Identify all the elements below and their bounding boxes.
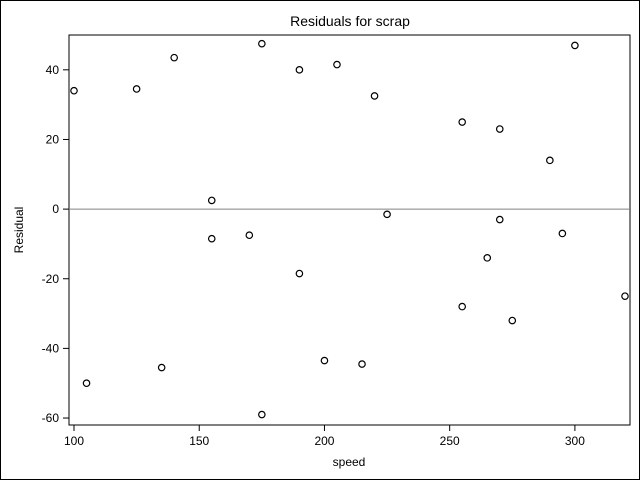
data-point bbox=[295, 66, 304, 74]
y-tick-label: 20 bbox=[46, 132, 60, 146]
data-point bbox=[82, 379, 91, 388]
data-point bbox=[170, 53, 178, 62]
data-point bbox=[245, 231, 254, 240]
x-tick-label: 250 bbox=[440, 434, 460, 448]
data-point bbox=[320, 356, 329, 365]
x-axis-label: speed bbox=[333, 455, 366, 469]
x-axis: 100 150 200 250 300 bbox=[64, 425, 585, 448]
y-tick-label: -20 bbox=[42, 272, 60, 286]
data-point bbox=[495, 215, 504, 224]
data-point bbox=[132, 85, 141, 93]
data-point bbox=[621, 292, 629, 300]
x-tick-label: 300 bbox=[565, 434, 585, 448]
data-point bbox=[383, 210, 391, 219]
data-point bbox=[258, 39, 266, 48]
y-tick-label: 0 bbox=[52, 202, 59, 216]
y-tick-label: 40 bbox=[46, 63, 60, 77]
y-axis-label: Residual bbox=[12, 207, 26, 254]
data-point bbox=[70, 86, 78, 95]
data-point bbox=[508, 316, 517, 325]
y-axis: -60 -40 -20 0 20 40 bbox=[42, 63, 69, 425]
chart-title: Residuals for scrap bbox=[290, 13, 410, 29]
data-point bbox=[207, 234, 216, 243]
data-point bbox=[295, 269, 304, 278]
data-point bbox=[558, 229, 567, 238]
data-point bbox=[370, 92, 379, 100]
data-point bbox=[458, 302, 467, 311]
x-tick-label: 150 bbox=[189, 434, 209, 448]
data-point bbox=[333, 60, 341, 69]
data-point bbox=[258, 410, 266, 419]
data-point bbox=[157, 363, 166, 372]
data-point bbox=[358, 360, 366, 368]
data-point bbox=[495, 125, 504, 133]
y-tick-label: -40 bbox=[42, 341, 60, 355]
x-tick-label: 100 bbox=[64, 434, 84, 448]
plot-area bbox=[68, 34, 631, 426]
data-point bbox=[546, 156, 554, 165]
x-tick-label: 200 bbox=[314, 434, 334, 448]
y-tick-label: -60 bbox=[42, 411, 60, 425]
data-point bbox=[483, 254, 492, 262]
data-point bbox=[207, 196, 216, 205]
data-points bbox=[70, 39, 629, 419]
data-point bbox=[571, 41, 579, 50]
data-point bbox=[458, 118, 467, 126]
